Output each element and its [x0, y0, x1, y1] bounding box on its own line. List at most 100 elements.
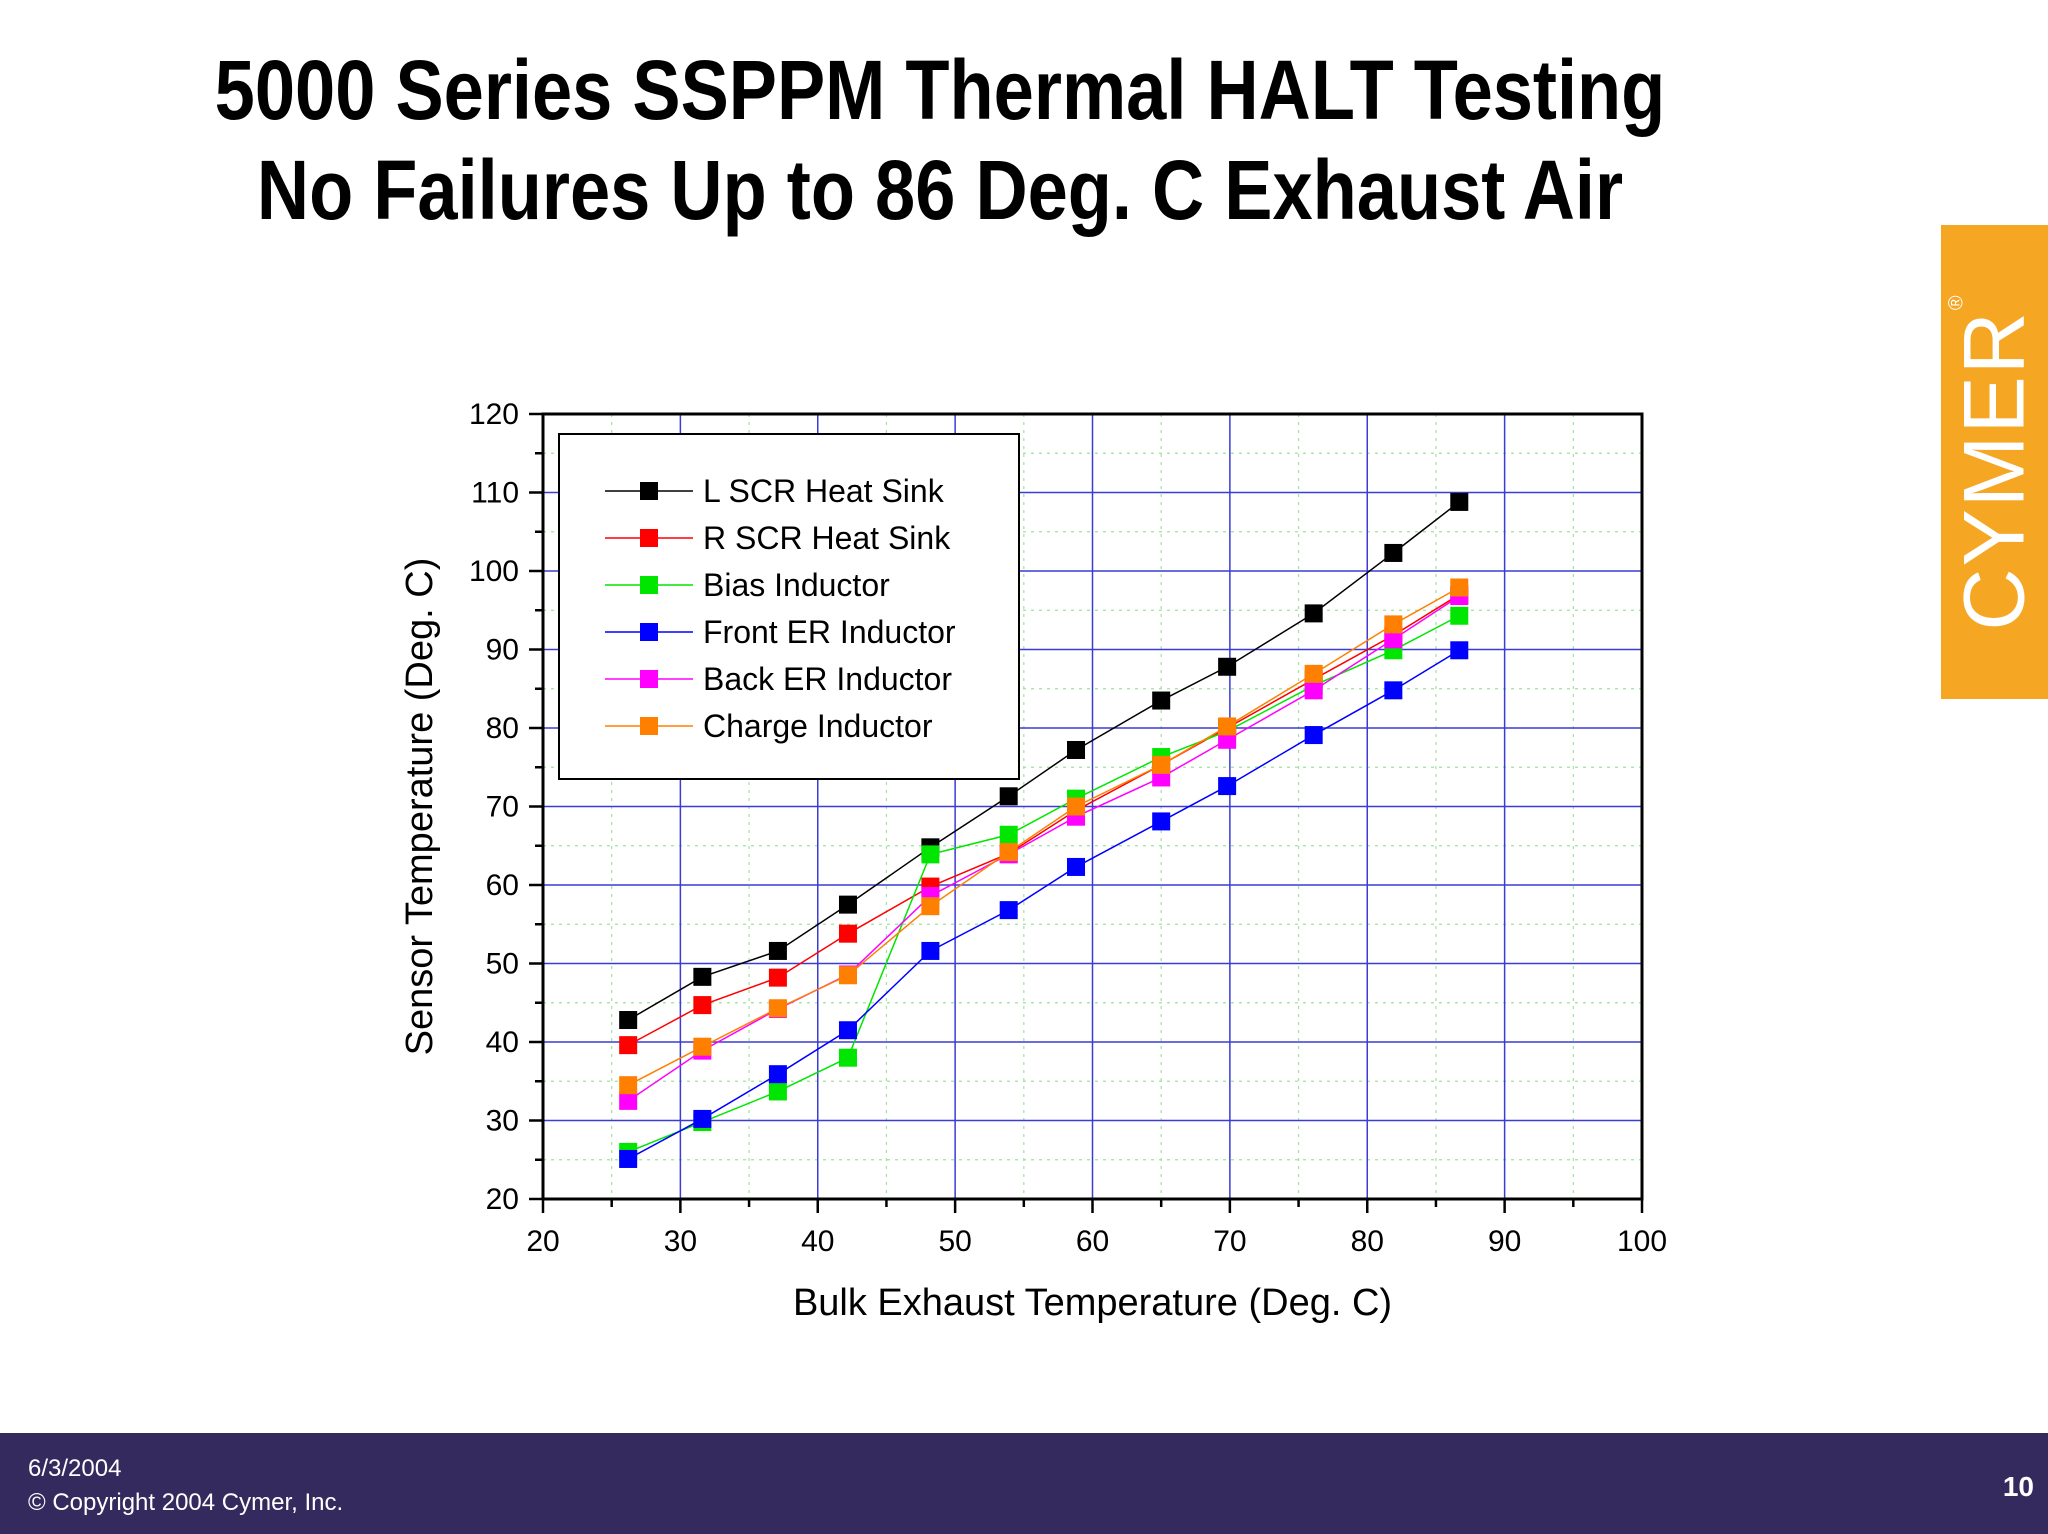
data-point: [1152, 755, 1171, 774]
title-line-1: 5000 Series SSPPM Thermal HALT Testing: [214, 43, 1666, 137]
legend: L SCR Heat Sink R SCR Heat Sink Bias Induc…: [558, 433, 1020, 780]
data-point: [999, 901, 1018, 920]
data-point: [619, 1149, 638, 1168]
legend-marker: [640, 623, 658, 641]
legend-label: Front ER Inductor: [703, 614, 956, 650]
data-point: [1450, 492, 1469, 511]
data-point: [1304, 664, 1323, 683]
x-axis-label: Bulk Exhaust Temperature (Deg. C): [793, 1282, 1392, 1324]
series-line: [627, 595, 1460, 1102]
data-point: [838, 966, 857, 985]
data-point: [768, 941, 787, 960]
data-point: [1218, 777, 1237, 796]
series-line: [627, 649, 1460, 1160]
y-tick-label: 110: [471, 477, 519, 510]
tick-labels: 20 30 40 50 60 70 80 90 100 20 30 40 50 60 70 80 90 100 11…: [469, 398, 1667, 1258]
data-point: [1067, 797, 1086, 816]
y-tick-label: 80: [486, 712, 519, 745]
series-4: [619, 641, 1469, 1168]
data-point: [921, 845, 940, 864]
data-point: [1450, 641, 1469, 660]
data-point: [1304, 604, 1323, 623]
page-number: 10: [2002, 1471, 2034, 1502]
data-point: [1384, 681, 1403, 700]
x-tick-label: 100: [1617, 1225, 1667, 1258]
y-tick-label: 40: [486, 1026, 519, 1059]
legend-marker: [640, 670, 658, 688]
data-point: [693, 1037, 712, 1056]
cymer-logo: CYMER®: [1941, 225, 2048, 699]
data-point: [1152, 812, 1171, 831]
series-line: [627, 501, 1460, 1021]
data-point: [1067, 857, 1086, 876]
data-point: [999, 843, 1018, 862]
legend-label: Back ER Inductor: [703, 661, 952, 697]
x-tick-label: 90: [1488, 1225, 1521, 1258]
legend-label: Charge Inductor: [703, 708, 933, 744]
series-layer: [619, 492, 1469, 1168]
footer-date: 6/3/2004: [28, 1455, 122, 1482]
data-point: [1067, 740, 1086, 759]
y-tick-label: 100: [469, 555, 519, 588]
data-point: [768, 1065, 787, 1084]
data-point: [693, 1109, 712, 1128]
data-point: [921, 897, 940, 916]
legend-label: R SCR Heat Sink: [703, 520, 951, 556]
y-tick-label: 20: [486, 1183, 519, 1216]
y-tick-label: 60: [486, 869, 519, 902]
legend-marker: [640, 482, 658, 500]
data-point: [1384, 543, 1403, 562]
x-tick-label: 30: [664, 1225, 697, 1258]
data-point: [768, 999, 787, 1018]
data-point: [1450, 606, 1469, 625]
data-point: [619, 1036, 638, 1055]
data-point: [1304, 681, 1323, 700]
data-point: [838, 895, 857, 914]
x-tick-label: 40: [801, 1225, 834, 1258]
data-point: [1218, 717, 1237, 736]
legend-marker: [640, 717, 658, 735]
y-tick-label: 70: [486, 791, 519, 824]
x-tick-label: 60: [1076, 1225, 1109, 1258]
data-point: [619, 1011, 638, 1030]
legend-label: Bias Inductor: [703, 567, 890, 603]
data-point: [1450, 578, 1469, 597]
axis-ticks: [529, 412, 1644, 1213]
y-tick-label: 50: [486, 948, 519, 981]
sensor-temperature-chart: 20 30 40 50 60 70 80 90 100 20 30 40 50 60 70 80 90 100 11…: [399, 398, 1667, 1324]
y-tick-label: 120: [469, 398, 519, 431]
legend-marker: [640, 529, 658, 547]
footer-bar: 6/3/2004 © Copyright 2004 Cymer, Inc. 10: [0, 1433, 2048, 1534]
data-point: [838, 924, 857, 943]
y-tick-label: 30: [486, 1105, 519, 1138]
data-point: [838, 1021, 857, 1040]
series-6: [619, 578, 1469, 1095]
data-point: [768, 968, 787, 987]
data-point: [1218, 657, 1237, 676]
y-axis-label: Sensor Temperature (Deg. C): [399, 558, 441, 1056]
x-tick-label: 20: [526, 1225, 559, 1258]
x-tick-label: 50: [938, 1225, 971, 1258]
legend-label: L SCR Heat Sink: [703, 473, 945, 509]
data-point: [1304, 726, 1323, 745]
data-point: [693, 996, 712, 1015]
data-point: [768, 1082, 787, 1101]
data-point: [693, 967, 712, 986]
data-point: [838, 1048, 857, 1067]
data-point: [619, 1091, 638, 1110]
data-point: [1152, 691, 1171, 710]
data-point: [921, 941, 940, 960]
data-point: [619, 1076, 638, 1095]
series-line: [627, 586, 1460, 1086]
legend-marker: [640, 576, 658, 594]
series-line: [627, 615, 1460, 1153]
x-tick-label: 70: [1213, 1225, 1246, 1258]
title-line-2: No Failures Up to 86 Deg. C Exhaust Air: [256, 143, 1624, 237]
data-point: [999, 787, 1018, 806]
y-tick-label: 90: [486, 634, 519, 667]
x-tick-label: 80: [1351, 1225, 1384, 1258]
data-point: [999, 825, 1018, 844]
series-line: [627, 593, 1460, 1046]
data-point: [1384, 630, 1403, 649]
slide-title: 5000 Series SSPPM Thermal HALT Testing N…: [132, 40, 1749, 240]
